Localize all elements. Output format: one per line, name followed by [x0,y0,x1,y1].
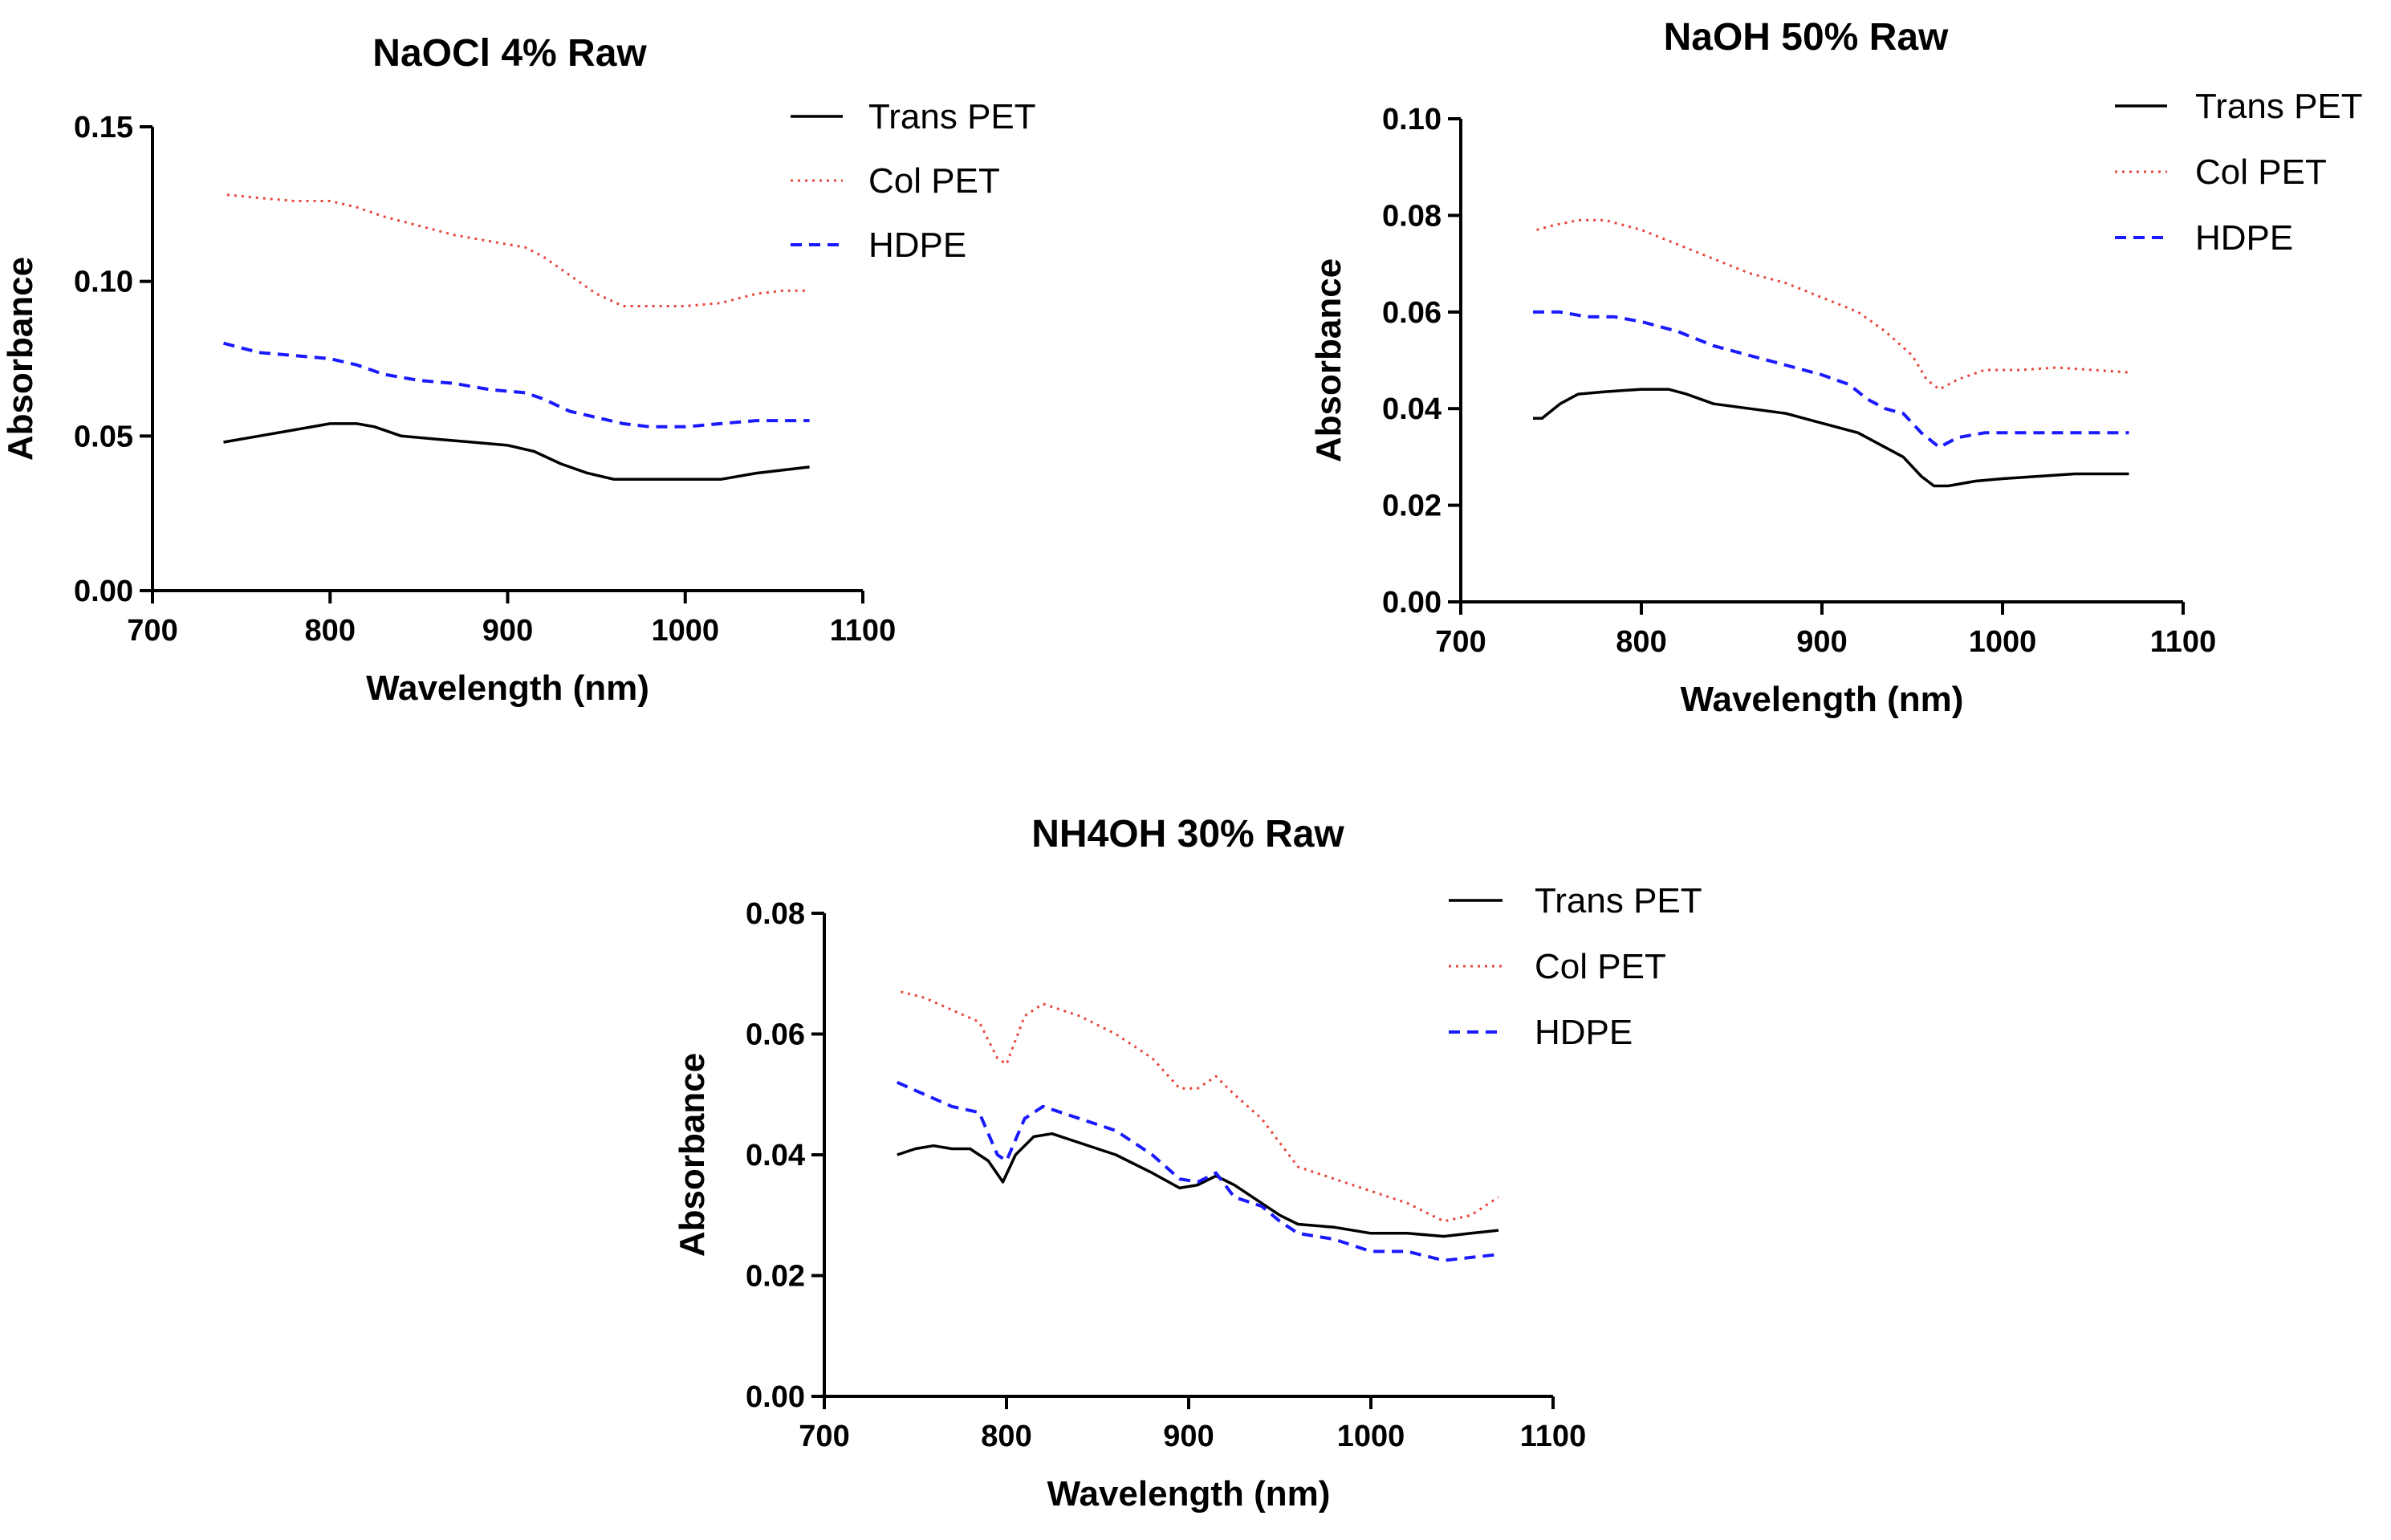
x-tick-label: 1000 [1337,1420,1405,1453]
y-tick-label: 0.10 [74,266,133,299]
x-tick-label: 900 [1796,625,1847,659]
x-tick-label: 1000 [651,614,719,648]
x-axis-label: Wavelength (nm) [1681,680,1964,719]
series-line-col-pet [226,193,810,307]
chart-panel-3: NH4OH 30% Raw 0.00 0.02 0.04 0.06 0.08 700 800 9… [673,813,1702,1514]
legend-label: Col PET [868,161,1000,201]
legend-label: Col PET [2195,152,2327,192]
chart-panel-2: NaOH 50% Raw 0.00 0.02 0.04 0.06 0.08 0.10 700 8… [1309,16,2363,719]
y-axis-label: Absorbance [1,257,40,461]
x-tick-label: 1100 [1520,1420,1586,1453]
y-tick-label: 0.04 [1382,392,1442,426]
x-axis-label: Wavelength (nm) [1047,1474,1331,1514]
chart-panel-1: NaOCl 4% Raw 0.00 0.05 0.10 0.15 700 800 900 100… [1,32,1036,708]
y-axis-label: Absorbance [1309,258,1348,462]
series-line-trans-pet [223,422,810,482]
series-line-hdpe [222,341,810,429]
x-tick-label: 800 [981,1420,1031,1453]
legend-label: Trans PET [1535,881,1702,920]
y-tick-label: 0.05 [74,420,133,453]
series-line-col-pet [900,990,1499,1223]
y-tick-label: 0.02 [746,1260,805,1294]
y-tick-label: 0.06 [746,1018,805,1052]
y-tick-label: 0.10 [1382,103,1442,136]
legend-label: Trans PET [868,97,1036,136]
series-line-hdpe [896,1080,1499,1262]
y-tick-label: 0.08 [746,897,805,931]
y-tick-label: 0.00 [1382,586,1442,620]
x-tick-label: 700 [1435,625,1486,659]
series-line-trans-pet [897,1132,1499,1238]
x-tick-label: 1100 [2150,625,2216,659]
series-line-trans-pet [1533,388,2129,488]
series-line-hdpe [1533,310,2129,449]
x-axis-label: Wavelength (nm) [366,668,649,708]
x-tick-label: 800 [1616,625,1666,659]
legend-label: HDPE [1535,1013,1633,1052]
chart-title: NaOH 50% Raw [1664,16,1949,59]
legend-label: Trans PET [2195,87,2363,126]
legend-label: Col PET [1535,947,1666,986]
x-tick-label: 700 [127,614,177,648]
x-tick-label: 1100 [830,614,896,648]
y-tick-label: 0.06 [1382,296,1442,330]
y-tick-label: 0.00 [74,575,133,608]
y-tick-label: 0.08 [1382,199,1442,233]
legend-label: HDPE [2195,218,2293,258]
x-tick-label: 800 [305,614,356,648]
y-axis-label: Absorbance [673,1053,712,1257]
x-tick-label: 1000 [1969,625,2037,659]
y-tick-label: 0.15 [74,111,133,144]
chart-title: NH4OH 30% Raw [1031,813,1344,855]
y-tick-label: 0.00 [746,1380,805,1414]
legend-label: HDPE [868,226,966,265]
y-tick-label: 0.04 [746,1139,805,1172]
chart-title: NaOCl 4% Raw [372,32,647,75]
x-tick-label: 700 [799,1420,849,1453]
series-line-col-pet [1536,218,2129,391]
y-tick-label: 0.02 [1382,490,1442,523]
x-tick-label: 900 [482,614,533,648]
x-tick-label: 900 [1163,1420,1214,1453]
